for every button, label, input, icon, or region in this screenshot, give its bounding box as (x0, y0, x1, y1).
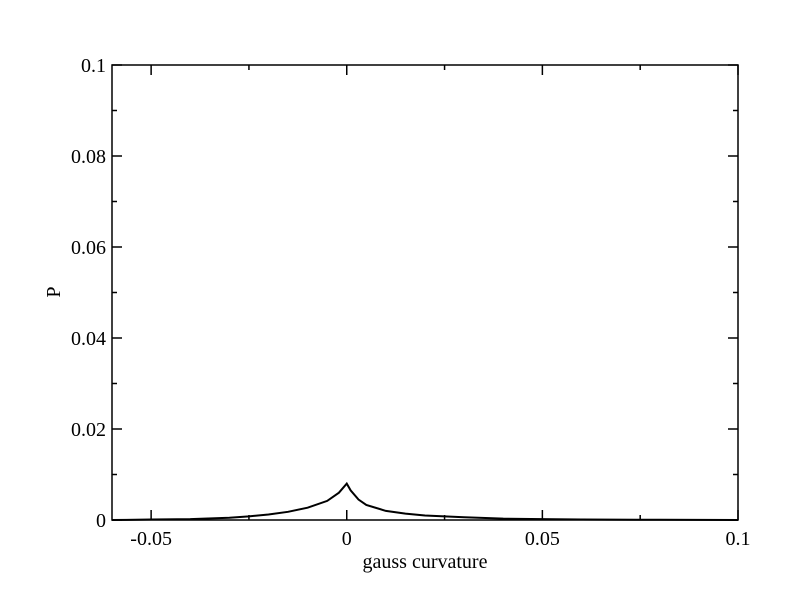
y-tick-label: 0.04 (71, 328, 106, 350)
x-tick-label: 0.05 (525, 528, 560, 550)
y-tick-label: 0.06 (71, 237, 106, 259)
x-tick-label: 0.1 (726, 528, 751, 550)
x-tick-label: -0.05 (130, 528, 172, 550)
y-tick-label: 0 (96, 510, 106, 532)
y-tick-label: 0.1 (81, 55, 106, 77)
x-tick-label: 0 (342, 528, 352, 550)
y-tick-label: 0.08 (71, 146, 106, 168)
plot-frame (111, 64, 739, 521)
y-tick-label: 0.02 (71, 419, 106, 441)
data-line (111, 481, 739, 521)
y-axis-label: P (43, 286, 65, 297)
x-axis-label: gauss curvature (363, 551, 488, 573)
